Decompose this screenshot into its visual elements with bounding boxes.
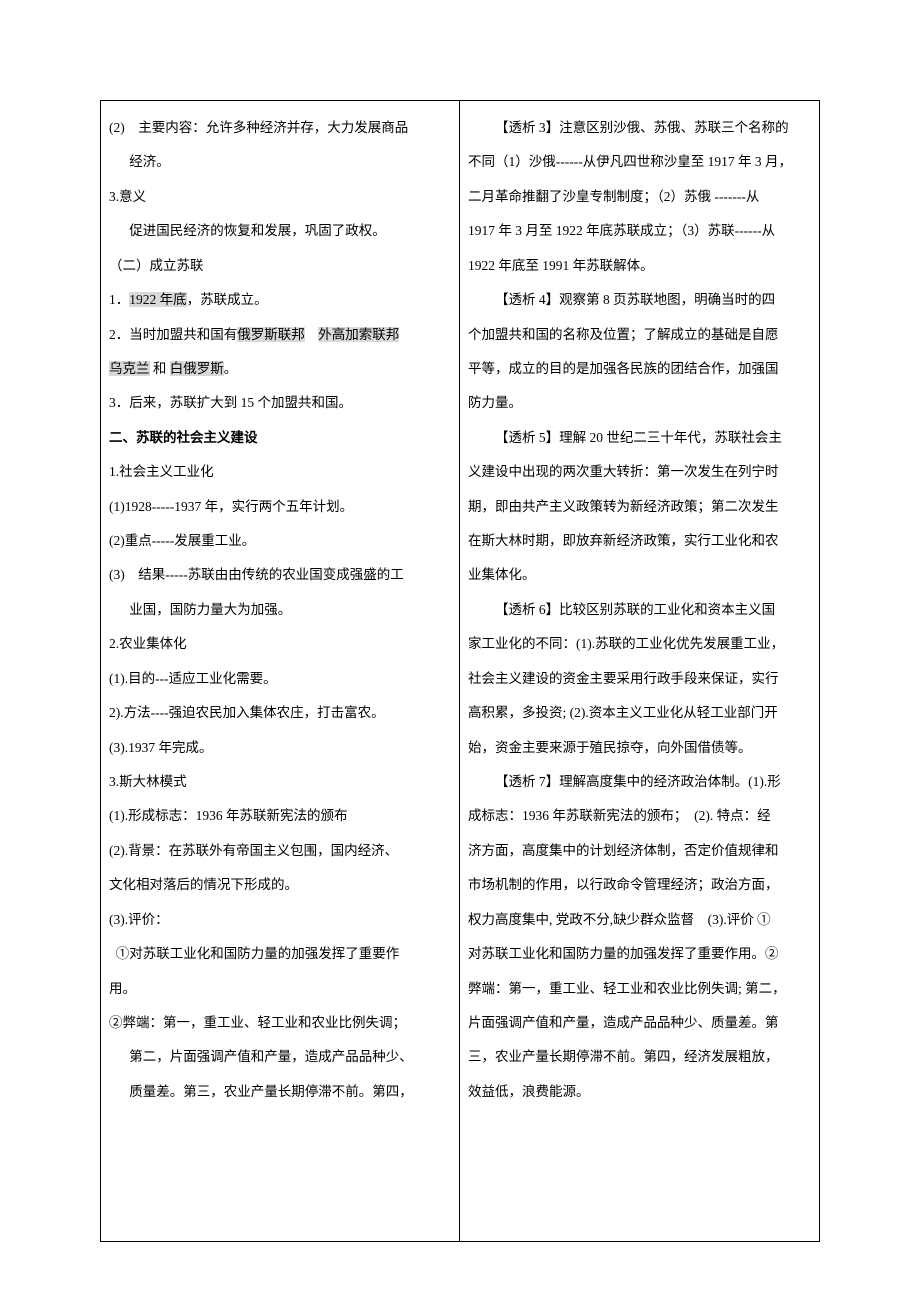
text: 主要内容：允许多种经济并存，大力发展商品: [138, 120, 408, 135]
text: [305, 327, 319, 342]
body-text: (1).目的---适应工业化需要。: [109, 662, 451, 696]
body-text: 高积累，多投资; (2).资本主义工业化从轻工业部门开: [468, 696, 811, 730]
list-marker: (3): [109, 567, 125, 582]
body-text: 3.斯大林模式: [109, 765, 451, 799]
body-text: (3).评价：: [109, 903, 451, 937]
body-text: ②弊端：第一，重工业、轻工业和农业比例失调；: [109, 1006, 451, 1040]
page: (2) 主要内容：允许多种经济并存，大力发展商品 经济。 3.意义 促进国民经济…: [0, 0, 920, 1302]
body-text: (2)重点-----发展重工业。: [109, 524, 451, 558]
text: 2．当时加盟共和国有: [109, 327, 237, 342]
body-text: 市场机制的作用，以行政命令管理经济；政治方面，: [468, 868, 811, 902]
body-text: 对苏联工业化和国防力量的加强发挥了重要作用。②: [468, 937, 811, 971]
body-text: 2.农业集体化: [109, 627, 451, 661]
body-text: (2) 主要内容：允许多种经济并存，大力发展商品: [109, 111, 451, 145]
body-text: 经济。: [109, 145, 451, 179]
highlight-text: 白俄罗斯: [170, 361, 224, 376]
body-text: 文化相对落后的情况下形成的。: [109, 868, 451, 902]
highlight-text: 俄罗斯联邦: [237, 327, 305, 342]
body-text: 第二，片面强调产值和产量，造成产品品种少、: [109, 1040, 451, 1074]
body-text: 【透析 6】比较区别苏联的工业化和资本主义国: [468, 593, 811, 627]
body-text: 二月革命推翻了沙皇专制制度；（2）苏俄 -------从: [468, 180, 811, 214]
body-text: 不同（1）沙俄------从伊凡四世称沙皇至 1917 年 3 月，: [468, 145, 811, 179]
body-text: 【透析 7】理解高度集中的经济政治体制。(1).形: [468, 765, 811, 799]
body-text: 1．1922 年底，苏联成立。: [109, 283, 451, 317]
body-text: 义建设中出现的两次重大转折：第一次发生在列宁时: [468, 455, 811, 489]
highlight-text: 外高加索联邦: [318, 327, 399, 342]
body-text: 片面强调产值和产量，造成产品品种少、质量差。第: [468, 1006, 811, 1040]
text: 。: [224, 361, 238, 376]
right-column: 【透析 3】注意区别沙俄、苏俄、苏联三个名称的 不同（1）沙俄------从伊凡…: [460, 101, 819, 1241]
body-text: 防力量。: [468, 386, 811, 420]
body-text: 成标志：1936 年苏联新宪法的颁布； (2). 特点：经: [468, 799, 811, 833]
text: 结果-----苏联由由传统的农业国变成强盛的工: [138, 567, 403, 582]
body-text: (3).1937 年完成。: [109, 731, 451, 765]
body-text: 在斯大林时期，即放弃新经济政策，实行工业化和农: [468, 524, 811, 558]
body-text: (1).形成标志：1936 年苏联新宪法的颁布: [109, 799, 451, 833]
body-text: 乌克兰 和 白俄罗斯。: [109, 352, 451, 386]
body-text: 业国，国防力量大为加强。: [109, 593, 451, 627]
text: 1．: [109, 292, 129, 307]
body-text: 用。: [109, 972, 451, 1006]
body-text: 社会主义建设的资金主要采用行政手段来保证，实行: [468, 662, 811, 696]
text: ，苏联成立。: [187, 292, 268, 307]
body-text: 三，农业产量长期停滞不前。第四，经济发展粗放，: [468, 1040, 811, 1074]
body-text: 2．当时加盟共和国有俄罗斯联邦 外高加索联邦: [109, 318, 451, 352]
body-text: 1.社会主义工业化: [109, 455, 451, 489]
body-text: （二）成立苏联: [109, 249, 451, 283]
body-text: 质量差。第三，农业产量长期停滞不前。第四，: [109, 1075, 451, 1109]
body-text: ①对苏联工业化和国防力量的加强发挥了重要作: [109, 937, 451, 971]
section-heading: 二、苏联的社会主义建设: [109, 421, 451, 455]
body-text: 【透析 4】观察第 8 页苏联地图，明确当时的四: [468, 283, 811, 317]
highlight-text: 1922 年底: [129, 292, 186, 307]
body-text: 【透析 3】注意区别沙俄、苏俄、苏联三个名称的: [468, 111, 811, 145]
left-column: (2) 主要内容：允许多种经济并存，大力发展商品 经济。 3.意义 促进国民经济…: [101, 101, 460, 1241]
body-text: (2).背景：在苏联外有帝国主义包围，国内经济、: [109, 834, 451, 868]
text: 和: [150, 361, 170, 376]
highlight-text: 乌克兰: [109, 361, 150, 376]
body-text: 平等，成立的目的是加强各民族的团结合作，加强国: [468, 352, 811, 386]
body-text: 业集体化。: [468, 558, 811, 592]
body-text: 【透析 5】理解 20 世纪二三十年代，苏联社会主: [468, 421, 811, 455]
body-text: 效益低，浪费能源。: [468, 1075, 811, 1109]
body-text: (3) 结果-----苏联由由传统的农业国变成强盛的工: [109, 558, 451, 592]
body-text: 促进国民经济的恢复和发展，巩固了政权。: [109, 214, 451, 248]
body-text: 始，资金主要来源于殖民掠夺，向外国借债等。: [468, 731, 811, 765]
body-text: 弊端：第一，重工业、轻工业和农业比例失调; 第二，: [468, 972, 811, 1006]
body-text: 3.意义: [109, 180, 451, 214]
body-text: 济方面，高度集中的计划经济体制，否定价值规律和: [468, 834, 811, 868]
body-text: 1922 年底至 1991 年苏联解体。: [468, 249, 811, 283]
body-text: 3．后来，苏联扩大到 15 个加盟共和国。: [109, 386, 451, 420]
body-text: 权力高度集中, 党政不分,缺少群众监督 (3).评价 ①: [468, 903, 811, 937]
body-text: 1917 年 3 月至 1922 年底苏联成立；（3）苏联------从: [468, 214, 811, 248]
body-text: 期，即由共产主义政策转为新经济政策；第二次发生: [468, 490, 811, 524]
body-text: 2).方法----强迫农民加入集体农庄，打击富农。: [109, 696, 451, 730]
two-column-table: (2) 主要内容：允许多种经济并存，大力发展商品 经济。 3.意义 促进国民经济…: [100, 100, 820, 1242]
body-text: 家工业化的不同：(1).苏联的工业化优先发展重工业，: [468, 627, 811, 661]
list-marker: (2): [109, 120, 125, 135]
body-text: 个加盟共和国的名称及位置；了解成立的基础是自愿: [468, 318, 811, 352]
body-text: (1)1928-----1937 年，实行两个五年计划。: [109, 490, 451, 524]
